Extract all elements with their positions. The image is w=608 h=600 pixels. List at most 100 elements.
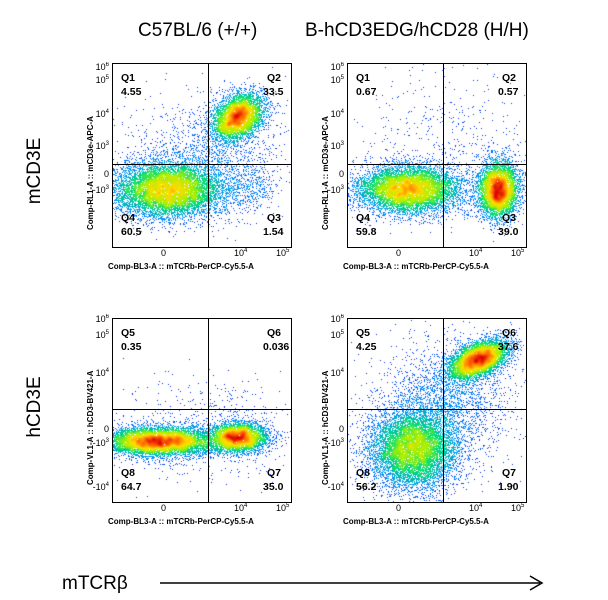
x-tick-label: 104	[469, 248, 483, 258]
quadrant-percent: 0.036	[263, 341, 290, 353]
quadrant-percent: 1.54	[263, 226, 284, 238]
x-axis-arrow	[160, 575, 544, 591]
quadrant-percent: 39.0	[498, 226, 519, 238]
quadrant-name: Q3	[502, 212, 517, 224]
y-tick-label: -103	[327, 438, 344, 448]
y-axis-label: Comp-VL1-A :: hCD3-BV421-A	[86, 370, 95, 485]
quadrant-gate-horizontal	[348, 409, 526, 410]
y-tick-label: 0	[103, 424, 109, 434]
x-tick-label: 104	[234, 503, 248, 513]
y-tick-label: 105	[330, 330, 344, 340]
y-tick-label: -103	[92, 185, 109, 195]
density-points	[348, 319, 526, 502]
x-tick-label: 0	[161, 503, 167, 513]
quadrant-gate-vertical	[208, 319, 209, 502]
x-tick-label: 0	[396, 248, 402, 258]
y-tick-label: -103	[327, 185, 344, 195]
quadrant-name: Q2	[267, 72, 282, 84]
y-tick-label: -104	[327, 482, 344, 492]
plot-area: Q1 0.67 Q2 0.57 Q3 39.0 Q4 59.8	[347, 63, 527, 248]
quadrant-name: Q6	[267, 327, 282, 339]
x-axis-label: Comp-BL3-A :: mTCRb-PerCP-Cy5.5-A	[343, 517, 489, 526]
quadrant-gate-vertical	[443, 64, 444, 247]
quadrant-name: Q4	[356, 212, 371, 224]
x-tick-label: 104	[234, 248, 248, 258]
quadrant-name: Q5	[356, 327, 371, 339]
y-tick-label: 106	[330, 314, 344, 324]
x-axis-label: Comp-BL3-A :: mTCRb-PerCP-Cy5.5-A	[108, 517, 254, 526]
x-tick-label: 0	[161, 248, 167, 258]
column-title-wildtype: C57BL/6 (+/+)	[138, 20, 258, 41]
quadrant-percent: 0.57	[498, 86, 519, 98]
quadrant-percent: 4.25	[356, 341, 377, 353]
quadrant-name: Q1	[356, 72, 371, 84]
column-title-humanized: B-hCD3EDG/hCD28 (H/H)	[305, 20, 529, 41]
y-tick-label: 0	[103, 169, 109, 179]
quadrant-percent: 0.35	[121, 341, 142, 353]
quadrant-percent: 37.6	[498, 341, 519, 353]
x-axis-label: Comp-BL3-A :: mTCRb-PerCP-Cy5.5-A	[108, 262, 254, 271]
y-axis-label: Comp-VL1-A :: hCD3-BV421-A	[321, 370, 330, 485]
y-axis-label: Comp-RL1-A :: mCD3e-APC-A	[86, 116, 95, 230]
x-tick-label: 105	[276, 503, 290, 513]
x-tick-label: 105	[276, 248, 290, 258]
x-tick-label: 105	[511, 248, 525, 258]
row-label-mcd3e: mCD3E	[24, 137, 45, 205]
y-tick-label: -103	[92, 438, 109, 448]
plot-area: Q5 4.25 Q6 37.6 Q7 1.90 Q8 56.2	[347, 318, 527, 503]
quadrant-percent: 64.7	[121, 481, 142, 493]
row-label-hcd3e: hCD3E	[24, 376, 45, 438]
quadrant-name: Q7	[267, 467, 282, 479]
plot-area: Q1 4.55 Q2 33.5 Q3 1.54 Q4 60.5	[112, 63, 292, 248]
y-tick-label: 104	[95, 368, 109, 378]
quadrant-gate-horizontal	[348, 164, 526, 165]
y-tick-label: 0	[338, 424, 344, 434]
y-axis-label: Comp-RL1-A :: mCD3e-APC-A	[321, 116, 330, 230]
y-tick-label: 104	[330, 368, 344, 378]
quadrant-name: Q5	[121, 327, 136, 339]
quadrant-name: Q4	[121, 212, 136, 224]
quadrant-gate-vertical	[208, 64, 209, 247]
y-tick-label: 106	[330, 62, 344, 72]
quadrant-name: Q8	[356, 467, 371, 479]
quadrant-percent: 60.5	[121, 226, 142, 238]
quadrant-name: Q2	[502, 72, 517, 84]
x-tick-label: 105	[511, 503, 525, 513]
y-tick-label: 104	[330, 109, 344, 119]
density-points	[348, 64, 526, 247]
quadrant-percent: 56.2	[356, 481, 377, 493]
quadrant-percent: 33.5	[263, 86, 284, 98]
y-tick-label: 105	[95, 75, 109, 85]
plot-area: Q5 0.35 Q6 0.036 Q7 35.0 Q8 64.7	[112, 318, 292, 503]
density-points	[113, 319, 291, 502]
quadrant-percent: 35.0	[263, 481, 284, 493]
quadrant-percent: 1.90	[498, 481, 519, 493]
y-tick-label: 0	[338, 169, 344, 179]
y-tick-label: 106	[95, 62, 109, 72]
quadrant-name: Q1	[121, 72, 136, 84]
y-tick-label: 105	[330, 75, 344, 85]
quadrant-percent: 59.8	[356, 226, 377, 238]
quadrant-name: Q3	[267, 212, 282, 224]
quadrant-gate-vertical	[443, 319, 444, 502]
x-axis-label: Comp-BL3-A :: mTCRb-PerCP-Cy5.5-A	[343, 262, 489, 271]
quadrant-percent: 4.55	[121, 86, 142, 98]
y-tick-label: 105	[95, 330, 109, 340]
quadrant-gate-horizontal	[113, 164, 291, 165]
y-tick-label: 106	[95, 314, 109, 324]
y-tick-label: 103	[95, 141, 109, 151]
density-points	[113, 64, 291, 247]
y-tick-label: 103	[330, 141, 344, 151]
x-axis-arrow-label: mTCRβ	[62, 573, 128, 594]
quadrant-name: Q7	[502, 467, 517, 479]
quadrant-name: Q6	[502, 327, 517, 339]
x-tick-label: 104	[469, 503, 483, 513]
x-tick-label: 0	[396, 503, 402, 513]
y-tick-label: 104	[95, 109, 109, 119]
quadrant-name: Q8	[121, 467, 136, 479]
y-tick-label: -104	[92, 482, 109, 492]
quadrant-percent: 0.67	[356, 86, 377, 98]
